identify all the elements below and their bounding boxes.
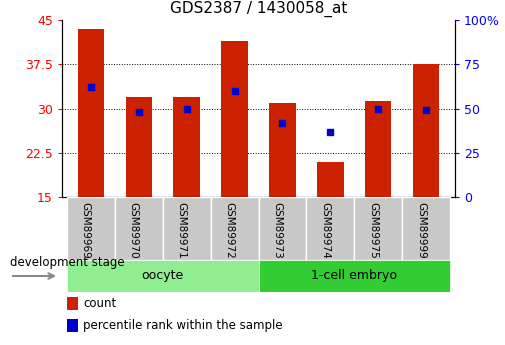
- Bar: [307, 197, 355, 260]
- Text: oocyte: oocyte: [141, 269, 184, 283]
- Bar: [115, 197, 163, 260]
- Text: GSM89999: GSM89999: [416, 202, 426, 259]
- Text: 1-cell embryo: 1-cell embryo: [312, 269, 397, 283]
- Bar: [402, 197, 450, 260]
- Text: GSM89969: GSM89969: [81, 202, 91, 259]
- Text: development stage: development stage: [10, 256, 125, 269]
- Bar: [365, 101, 391, 197]
- Bar: [126, 97, 152, 197]
- Bar: [259, 260, 450, 292]
- Text: GSM89971: GSM89971: [177, 202, 187, 259]
- Bar: [269, 102, 295, 197]
- Bar: [211, 197, 259, 260]
- Bar: [173, 97, 200, 197]
- Bar: [221, 41, 248, 197]
- Bar: [413, 64, 439, 197]
- Text: GSM89970: GSM89970: [129, 202, 139, 259]
- Bar: [317, 161, 343, 197]
- Text: GSM89972: GSM89972: [225, 202, 234, 259]
- Text: GSM89973: GSM89973: [273, 202, 282, 259]
- Bar: [67, 197, 115, 260]
- Bar: [259, 197, 307, 260]
- Bar: [355, 197, 402, 260]
- Text: GSM89974: GSM89974: [320, 202, 330, 259]
- Bar: [78, 29, 104, 197]
- Title: GDS2387 / 1430058_at: GDS2387 / 1430058_at: [170, 1, 347, 17]
- Text: GSM89975: GSM89975: [368, 202, 378, 259]
- Bar: [67, 260, 259, 292]
- Bar: [163, 197, 211, 260]
- Text: percentile rank within the sample: percentile rank within the sample: [83, 319, 283, 332]
- Text: count: count: [83, 297, 117, 310]
